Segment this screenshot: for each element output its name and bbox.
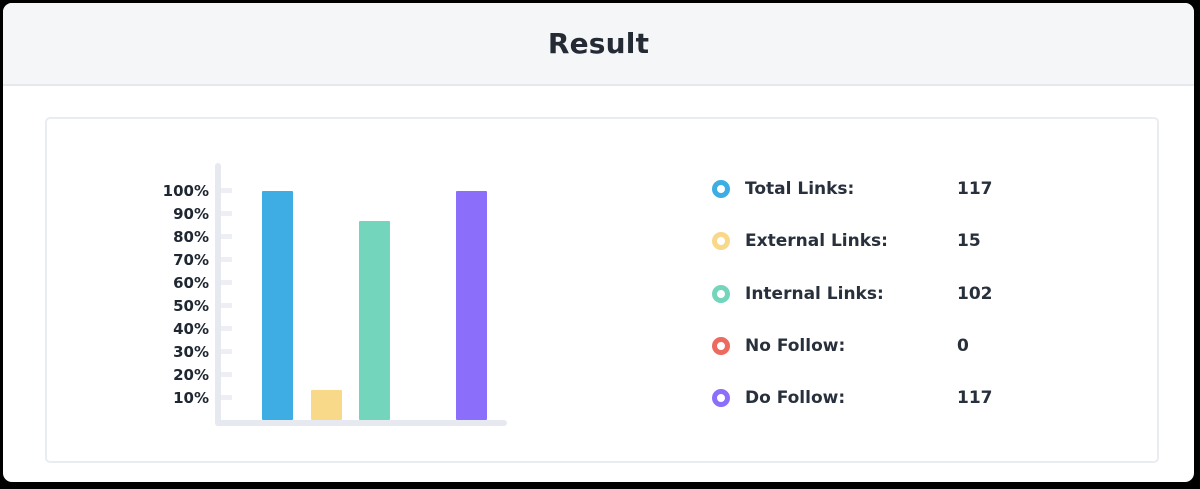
- bar-external-links: [311, 390, 342, 420]
- y-axis-tick-label: 70%: [173, 251, 209, 269]
- legend-label: No Follow:: [745, 336, 846, 356]
- y-axis-tick-label: 80%: [173, 228, 209, 246]
- legend-item-external-links: External Links: 15: [712, 228, 1132, 254]
- y-axis-tick: [221, 280, 232, 285]
- y-axis-tick: [221, 349, 232, 354]
- legend-value: 102: [957, 284, 993, 304]
- chart-x-axis: [215, 420, 507, 426]
- y-axis-tick: [221, 257, 232, 262]
- legend-value: 117: [957, 388, 993, 408]
- y-axis-tick-label: 40%: [173, 320, 209, 338]
- bar-do-follow: [456, 191, 487, 420]
- legend-label: Total Links:: [745, 179, 855, 199]
- y-axis-tick-label: 30%: [173, 343, 209, 361]
- y-axis-tick: [221, 372, 232, 377]
- external-links-ring-icon: [712, 232, 730, 250]
- result-window: Result 100% 90% 80% 70% 60% 50% 40% 30% 20% 10% T…: [3, 3, 1194, 482]
- legend-item-internal-links: Internal Links: 102: [712, 281, 1132, 307]
- y-axis-tick-label: 50%: [173, 297, 209, 315]
- legend-label: Do Follow:: [745, 388, 846, 408]
- legend-item-do-follow: Do Follow: 117: [712, 385, 1132, 411]
- y-axis-tick: [221, 211, 232, 216]
- no-follow-ring-icon: [712, 337, 730, 355]
- y-axis-tick: [221, 326, 232, 331]
- legend-value: 117: [957, 179, 993, 199]
- legend-label: Internal Links:: [745, 284, 884, 304]
- links-summary-card: 100% 90% 80% 70% 60% 50% 40% 30% 20% 10% Total Li…: [45, 117, 1159, 463]
- bar-total-links: [262, 191, 293, 420]
- y-axis-tick-label: 20%: [173, 366, 209, 384]
- legend-item-total-links: Total Links: 117: [712, 176, 1132, 202]
- y-axis-tick-label: 60%: [173, 274, 209, 292]
- legend-value: 15: [957, 231, 981, 251]
- total-links-ring-icon: [712, 180, 730, 198]
- bar-internal-links: [359, 221, 390, 420]
- chart-y-axis: [215, 163, 221, 426]
- do-follow-ring-icon: [712, 389, 730, 407]
- y-axis-tick-label: 10%: [173, 389, 209, 407]
- legend-value: 0: [957, 336, 969, 356]
- y-axis-tick: [221, 188, 232, 193]
- result-header: Result: [3, 3, 1194, 86]
- internal-links-ring-icon: [712, 285, 730, 303]
- y-axis-tick-label: 100%: [162, 182, 209, 200]
- y-axis-tick: [221, 395, 232, 400]
- page-title: Result: [547, 27, 650, 60]
- y-axis-tick: [221, 234, 232, 239]
- legend-label: External Links:: [745, 231, 888, 251]
- legend-item-no-follow: No Follow: 0: [712, 333, 1132, 359]
- y-axis-tick-label: 90%: [173, 205, 209, 223]
- y-axis-tick: [221, 303, 232, 308]
